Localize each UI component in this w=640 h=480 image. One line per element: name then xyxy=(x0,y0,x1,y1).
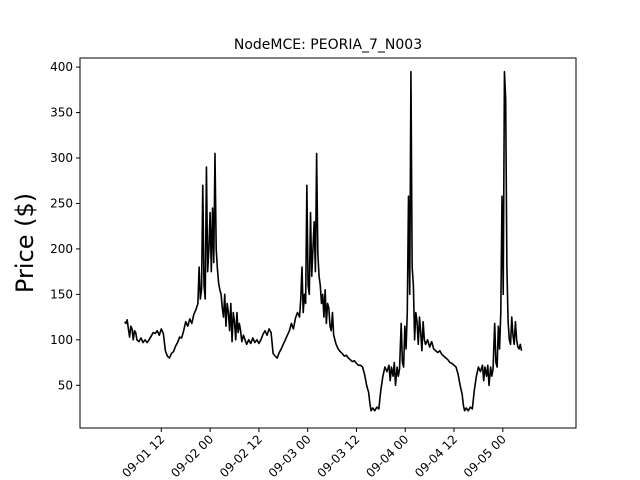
x-tick-label: 09-01 12 xyxy=(119,432,167,480)
x-tick-label: 09-02 12 xyxy=(217,432,265,480)
y-axis-label: Price ($) xyxy=(11,193,39,293)
y-tick-label: 100 xyxy=(50,333,73,347)
plot-frame xyxy=(79,57,577,429)
y-tick-label: 250 xyxy=(50,196,73,210)
x-tick-label: 09-02 00 xyxy=(168,432,216,480)
x-tick-label: 09-03 12 xyxy=(315,432,363,480)
series-layer xyxy=(124,70,523,412)
chart-title: NodeMCE: PEORIA_7_N003 xyxy=(234,37,422,53)
x-tick-label: 09-04 00 xyxy=(363,432,411,480)
y-tick-label: 350 xyxy=(50,106,73,120)
series-line xyxy=(124,70,523,412)
x-tick-label: 09-04 12 xyxy=(412,432,460,480)
y-tick-label: 400 xyxy=(50,60,73,74)
y-tick-label: 150 xyxy=(50,287,73,301)
y-tick-label: 300 xyxy=(50,151,73,165)
x-ticks: 09-01 12 09-02 00 09-02 12 09-03 00 09-03 12… xyxy=(119,428,509,480)
x-tick-label: 09-03 00 xyxy=(266,432,314,480)
y-ticks: 50 100 150 200 250 300 350 400 xyxy=(50,60,80,392)
x-tick-label: 09-05 00 xyxy=(461,432,509,480)
y-tick-label: 200 xyxy=(50,242,73,256)
y-tick-label: 50 xyxy=(58,378,73,392)
